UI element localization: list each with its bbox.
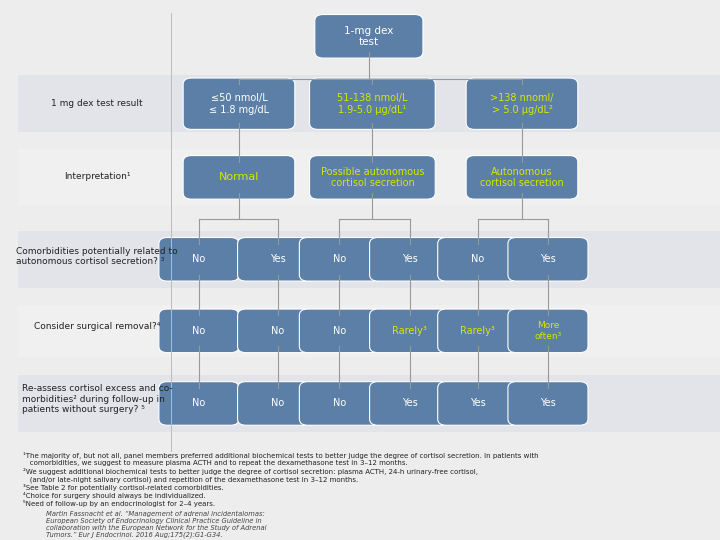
Bar [18,231,720,288]
FancyBboxPatch shape [369,309,449,353]
Bar [18,375,720,432]
Text: Yes: Yes [270,254,285,264]
Text: No: No [271,326,284,336]
FancyBboxPatch shape [310,78,436,130]
FancyBboxPatch shape [159,382,239,425]
Text: Autonomous
cortisol secretion: Autonomous cortisol secretion [480,166,564,188]
FancyBboxPatch shape [466,78,577,130]
Text: No: No [192,326,206,336]
FancyBboxPatch shape [369,238,449,281]
Text: No: No [192,399,206,408]
FancyBboxPatch shape [508,382,588,425]
FancyBboxPatch shape [238,382,318,425]
Text: Yes: Yes [540,254,556,264]
Text: ³See Table 2 for potentially cortisol-related comorbidities.: ³See Table 2 for potentially cortisol-re… [23,484,224,491]
FancyBboxPatch shape [300,309,379,353]
Bar [18,75,720,132]
FancyBboxPatch shape [438,382,518,425]
FancyBboxPatch shape [300,382,379,425]
Text: No: No [271,399,284,408]
FancyBboxPatch shape [159,309,239,353]
Text: Rarely³: Rarely³ [460,326,495,336]
FancyBboxPatch shape [238,309,318,353]
Text: ⁵Need of follow-up by an endocrinologist for 2–4 years.: ⁵Need of follow-up by an endocrinologist… [23,501,215,508]
Text: More
often³: More often³ [534,321,562,341]
Text: comorbidities, we suggest to measure plasma ACTH and to repeat the dexamethasone: comorbidities, we suggest to measure pla… [23,460,408,466]
Text: Interpretation¹: Interpretation¹ [64,172,130,181]
FancyBboxPatch shape [466,156,577,199]
Text: Comorbidities potentially related to
autonomous cortisol secretion? ³: Comorbidities potentially related to aut… [17,247,178,266]
Text: No: No [333,326,346,336]
FancyBboxPatch shape [183,78,294,130]
Text: 1-mg dex
test: 1-mg dex test [344,25,394,47]
Text: ⁴Choice for surgery should always be individualized.: ⁴Choice for surgery should always be ind… [23,492,206,500]
FancyBboxPatch shape [508,238,588,281]
Text: No: No [471,254,485,264]
Text: ²We suggest additional biochemical tests to better judge the degree of cortisol : ²We suggest additional biochemical tests… [23,468,478,475]
Bar [18,149,720,206]
FancyBboxPatch shape [369,382,449,425]
Text: 51-138 nmol/L
1.9-5.0 μg/dL¹: 51-138 nmol/L 1.9-5.0 μg/dL¹ [337,93,408,114]
FancyBboxPatch shape [159,238,239,281]
Text: Yes: Yes [470,399,485,408]
FancyBboxPatch shape [183,156,294,199]
Text: No: No [192,254,206,264]
Text: (and/or late-night salivary cortisol) and repetition of the dexamethasone test i: (and/or late-night salivary cortisol) an… [23,476,359,483]
Text: ≤50 nmol/L
≤ 1.8 mg/dL: ≤50 nmol/L ≤ 1.8 mg/dL [209,93,269,114]
Text: Normal: Normal [219,172,259,183]
Text: Rarely³: Rarely³ [392,326,427,336]
Text: No: No [333,254,346,264]
FancyBboxPatch shape [238,238,318,281]
FancyBboxPatch shape [508,309,588,353]
Text: No: No [333,399,346,408]
Text: Yes: Yes [402,399,418,408]
Text: >138 nnoml/
> 5.0 μg/dL²: >138 nnoml/ > 5.0 μg/dL² [490,93,554,114]
Text: Possible autonomous
cortisol secretion: Possible autonomous cortisol secretion [320,166,424,188]
FancyBboxPatch shape [438,309,518,353]
Bar [18,305,720,357]
FancyBboxPatch shape [300,238,379,281]
FancyBboxPatch shape [438,238,518,281]
FancyBboxPatch shape [310,156,436,199]
Text: ¹The majority of, but not all, panel members preferred additional biochemical te: ¹The majority of, but not all, panel mem… [23,452,539,459]
Text: Martin Fassnacht et al. “Management of adrenal incidentalomas:
European Society : Martin Fassnacht et al. “Management of a… [46,510,266,538]
Text: Yes: Yes [402,254,418,264]
FancyBboxPatch shape [315,15,423,58]
Text: 1 mg dex test result: 1 mg dex test result [51,99,143,108]
Text: Yes: Yes [540,399,556,408]
Text: Consider surgical removal?⁴: Consider surgical removal?⁴ [34,322,161,331]
Text: Re-assess cortisol excess and co-
morbidities² during follow-up in
patients with: Re-assess cortisol excess and co- morbid… [22,384,172,414]
